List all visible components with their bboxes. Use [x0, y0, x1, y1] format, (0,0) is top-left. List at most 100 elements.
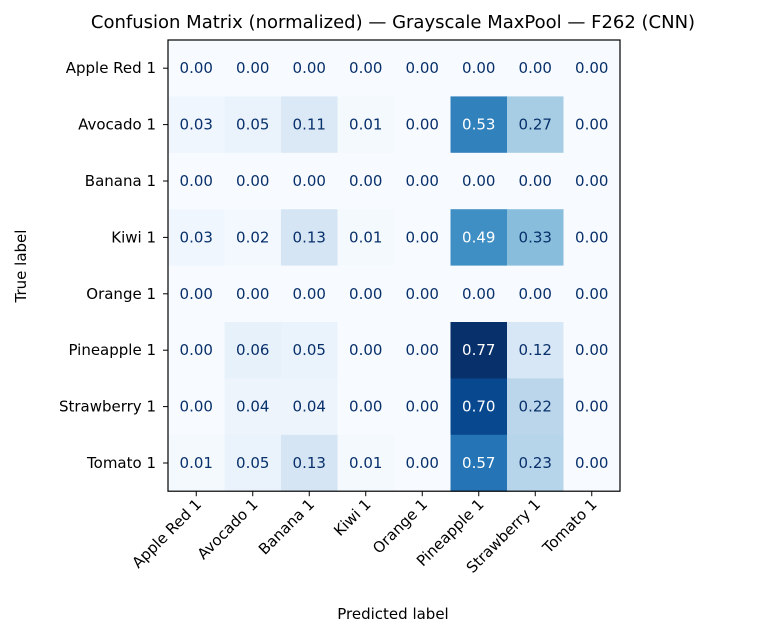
x-tick-label: Kiwi 1	[330, 495, 374, 539]
heatmap-cell	[507, 96, 564, 154]
heatmap-cell	[337, 265, 395, 323]
cell-value-label: 0.27	[519, 116, 552, 134]
heatmap-cell	[450, 322, 508, 379]
heatmap-cell	[281, 265, 338, 323]
heatmap-cell	[168, 322, 225, 379]
cell-value-label: 0.00	[293, 59, 326, 77]
heatmap-cell	[337, 96, 395, 154]
y-tick-label: Orange 1	[86, 285, 156, 303]
heatmap-cell	[394, 378, 451, 436]
cell-value-label: 0.11	[293, 116, 326, 134]
cell-value-label: 0.00	[575, 59, 608, 77]
heatmap-cell	[337, 209, 395, 267]
cell-value-label: 0.01	[349, 228, 382, 246]
y-tick-label: Strawberry 1	[59, 398, 156, 416]
y-tick-label: Apple Red 1	[66, 59, 156, 77]
heatmap-cell	[394, 96, 451, 154]
heatmap-cell	[168, 265, 225, 323]
cell-value-label: 0.00	[349, 398, 382, 416]
cell-value-label: 0.33	[519, 228, 552, 246]
cell-value-label: 0.00	[349, 59, 382, 77]
cell-value-label: 0.57	[462, 454, 495, 472]
y-axis-label: True label	[12, 230, 30, 304]
y-axis-ticks: Apple Red 1 Avocado 1 Banana 1 Kiwi 1 Orange…	[59, 59, 168, 472]
cell-value-label: 0.05	[236, 454, 269, 472]
cell-value-label: 0.00	[349, 285, 382, 303]
heatmap-cell	[224, 434, 282, 492]
cell-value-label: 0.00	[406, 341, 439, 359]
cell-value-label: 0.00	[575, 285, 608, 303]
heatmap-cell	[507, 152, 564, 210]
x-axis-label: Predicted label	[337, 605, 448, 623]
heatmap-cell	[394, 434, 451, 492]
cell-value-label: 0.05	[236, 116, 269, 134]
heatmap-cell	[563, 96, 621, 154]
cell-value-label: 0.00	[180, 341, 213, 359]
cell-value-label: 0.00	[575, 228, 608, 246]
heatmap-cell	[281, 96, 338, 154]
cell-value-label: 0.00	[575, 398, 608, 416]
heatmap-cell	[337, 40, 395, 97]
cell-value-label: 0.01	[180, 454, 213, 472]
y-tick-label: Avocado 1	[78, 116, 156, 134]
heatmap-cell	[281, 322, 338, 379]
heatmap-cell	[394, 322, 451, 379]
cell-value-label: 0.00	[575, 172, 608, 190]
cell-value-label: 0.00	[180, 285, 213, 303]
cell-value-label: 0.00	[293, 172, 326, 190]
heatmap-cell	[281, 378, 338, 436]
cell-value-label: 0.49	[462, 228, 495, 246]
heatmap-cell	[394, 209, 451, 267]
cell-value-label: 0.00	[349, 172, 382, 190]
cell-value-label: 0.00	[462, 59, 495, 77]
cell-value-label: 0.53	[462, 116, 495, 134]
cell-value-label: 0.00	[236, 172, 269, 190]
heatmap-cell	[168, 40, 225, 97]
cell-value-label: 0.03	[180, 228, 213, 246]
heatmap-cell	[507, 322, 564, 379]
cell-value-label: 0.00	[462, 285, 495, 303]
y-tick-label: Pineapple 1	[68, 341, 156, 359]
heatmap-cell	[450, 378, 508, 436]
cell-value-label: 0.00	[406, 228, 439, 246]
cell-value-label: 0.00	[406, 398, 439, 416]
cell-value-label: 0.77	[462, 341, 495, 359]
cell-value-label: 0.02	[236, 228, 269, 246]
heatmap-cell	[563, 434, 621, 492]
heatmap-cell	[168, 152, 225, 210]
y-tick-label: Kiwi 1	[111, 228, 156, 246]
cell-value-label: 0.00	[406, 454, 439, 472]
cell-value-label: 0.06	[236, 341, 269, 359]
cell-value-label: 0.12	[519, 341, 552, 359]
heatmap-cell	[168, 434, 225, 492]
x-tick-label: Apple Red 1	[129, 495, 206, 572]
heatmap-cell	[337, 152, 395, 210]
cell-value-label: 0.13	[293, 228, 326, 246]
heatmap-cell	[168, 209, 225, 267]
heatmap-cell	[337, 378, 395, 436]
cell-value-label: 0.01	[349, 116, 382, 134]
cell-value-label: 0.22	[519, 398, 552, 416]
heatmap-cell	[224, 265, 282, 323]
cell-value-label: 0.00	[406, 285, 439, 303]
heatmap-cell	[337, 322, 395, 379]
heatmap-cell	[337, 434, 395, 492]
heatmap-cell	[563, 378, 621, 436]
heatmap-cells: 0.00 0.00 0.00 0.00 0.00 0.00 0.00 0.00 0.03 0.05…	[168, 40, 621, 492]
cell-value-label: 0.00	[575, 454, 608, 472]
cell-value-label: 0.00	[180, 398, 213, 416]
cell-value-label: 0.00	[406, 116, 439, 134]
heatmap-cell	[281, 40, 338, 97]
cell-value-label: 0.00	[236, 59, 269, 77]
cell-value-label: 0.00	[462, 172, 495, 190]
cell-value-label: 0.04	[293, 398, 326, 416]
y-tick-label: Tomato 1	[86, 454, 156, 472]
heatmap-cell	[507, 209, 564, 267]
heatmap-cell	[168, 96, 225, 154]
cell-value-label: 0.01	[349, 454, 382, 472]
heatmap-cell	[224, 322, 282, 379]
heatmap-cell	[507, 40, 564, 97]
cell-value-label: 0.00	[236, 285, 269, 303]
x-tick-label: Tomato 1	[538, 495, 600, 557]
